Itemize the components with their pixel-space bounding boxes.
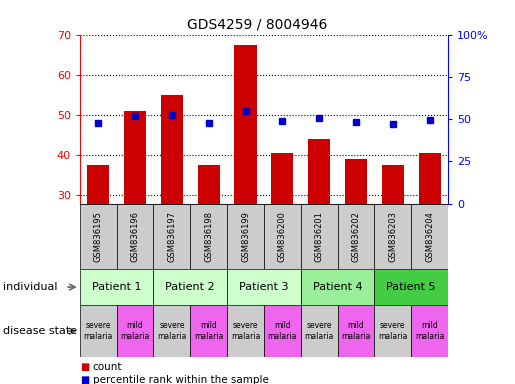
Bar xyxy=(198,165,220,204)
Bar xyxy=(87,165,109,204)
Bar xyxy=(80,269,153,305)
Text: GDS4259 / 8004946: GDS4259 / 8004946 xyxy=(187,17,328,31)
Text: mild
malaria: mild malaria xyxy=(415,321,444,341)
Text: GSM836201: GSM836201 xyxy=(315,211,323,262)
Bar xyxy=(124,111,146,204)
Text: severe
malaria: severe malaria xyxy=(231,321,260,341)
Text: Patient 2: Patient 2 xyxy=(165,282,215,292)
Bar xyxy=(116,305,153,357)
Text: percentile rank within the sample: percentile rank within the sample xyxy=(93,375,269,384)
Bar xyxy=(153,204,191,269)
Bar xyxy=(374,305,411,357)
Bar xyxy=(153,305,191,357)
Bar xyxy=(191,204,227,269)
Text: GSM836202: GSM836202 xyxy=(352,211,360,262)
Bar xyxy=(374,204,411,269)
Bar xyxy=(80,305,117,357)
Text: GSM836198: GSM836198 xyxy=(204,211,213,262)
Text: mild
malaria: mild malaria xyxy=(268,321,297,341)
Text: mild
malaria: mild malaria xyxy=(121,321,150,341)
Bar xyxy=(227,269,301,305)
Bar xyxy=(191,305,227,357)
Bar xyxy=(411,204,448,269)
Text: GSM836197: GSM836197 xyxy=(167,211,176,262)
Bar xyxy=(382,165,404,204)
Text: severe
malaria: severe malaria xyxy=(304,321,334,341)
Bar xyxy=(301,305,338,357)
Text: disease state: disease state xyxy=(3,326,77,336)
Text: Patient 4: Patient 4 xyxy=(313,282,363,292)
Bar xyxy=(234,45,256,204)
Bar xyxy=(419,153,441,204)
Text: severe
malaria: severe malaria xyxy=(83,321,113,341)
Text: Patient 3: Patient 3 xyxy=(239,282,289,292)
Bar xyxy=(411,305,448,357)
Bar xyxy=(301,269,374,305)
Text: mild
malaria: mild malaria xyxy=(341,321,371,341)
Bar xyxy=(338,305,374,357)
Text: mild
malaria: mild malaria xyxy=(194,321,224,341)
Bar xyxy=(308,139,330,204)
Bar xyxy=(374,269,448,305)
Text: individual: individual xyxy=(3,282,57,292)
Bar xyxy=(338,204,374,269)
Bar xyxy=(227,305,264,357)
Text: ■: ■ xyxy=(80,362,89,372)
Text: ■: ■ xyxy=(80,375,89,384)
Text: GSM836199: GSM836199 xyxy=(241,211,250,262)
Bar xyxy=(153,269,227,305)
Text: GSM836204: GSM836204 xyxy=(425,211,434,262)
Bar xyxy=(345,159,367,204)
Bar xyxy=(264,305,301,357)
Text: count: count xyxy=(93,362,122,372)
Bar xyxy=(116,204,153,269)
Bar xyxy=(227,204,264,269)
Bar xyxy=(271,153,294,204)
Bar xyxy=(264,204,301,269)
Text: Patient 1: Patient 1 xyxy=(92,282,142,292)
Bar xyxy=(80,204,117,269)
Text: GSM836196: GSM836196 xyxy=(131,211,140,262)
Text: Patient 5: Patient 5 xyxy=(386,282,436,292)
Text: GSM836200: GSM836200 xyxy=(278,211,287,262)
Text: GSM836195: GSM836195 xyxy=(94,211,102,262)
Text: GSM836203: GSM836203 xyxy=(388,211,397,262)
Bar xyxy=(301,204,338,269)
Bar xyxy=(161,95,183,204)
Text: severe
malaria: severe malaria xyxy=(378,321,407,341)
Text: severe
malaria: severe malaria xyxy=(157,321,186,341)
